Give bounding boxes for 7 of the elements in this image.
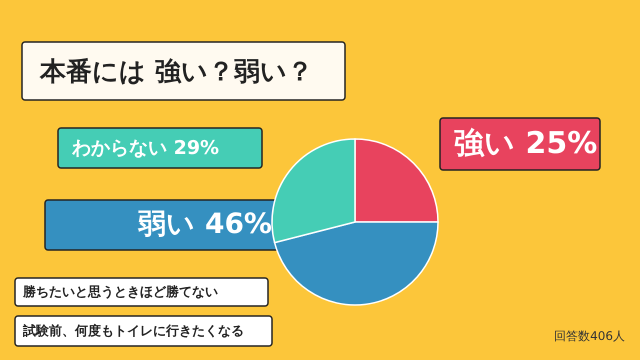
slice-label: 弱い 46% bbox=[137, 207, 272, 240]
text: 回答数406人 bbox=[554, 329, 625, 343]
slice-label: 強い 25% bbox=[454, 126, 598, 161]
text: 試験前、何度もトイレに行きたくなる bbox=[22, 323, 244, 339]
chart-title: 本番には 強い？弱い？ bbox=[39, 57, 314, 87]
slice-label: わからない 29% bbox=[71, 137, 220, 159]
text: 勝ちたいと思うときほど勝てない bbox=[22, 285, 218, 300]
